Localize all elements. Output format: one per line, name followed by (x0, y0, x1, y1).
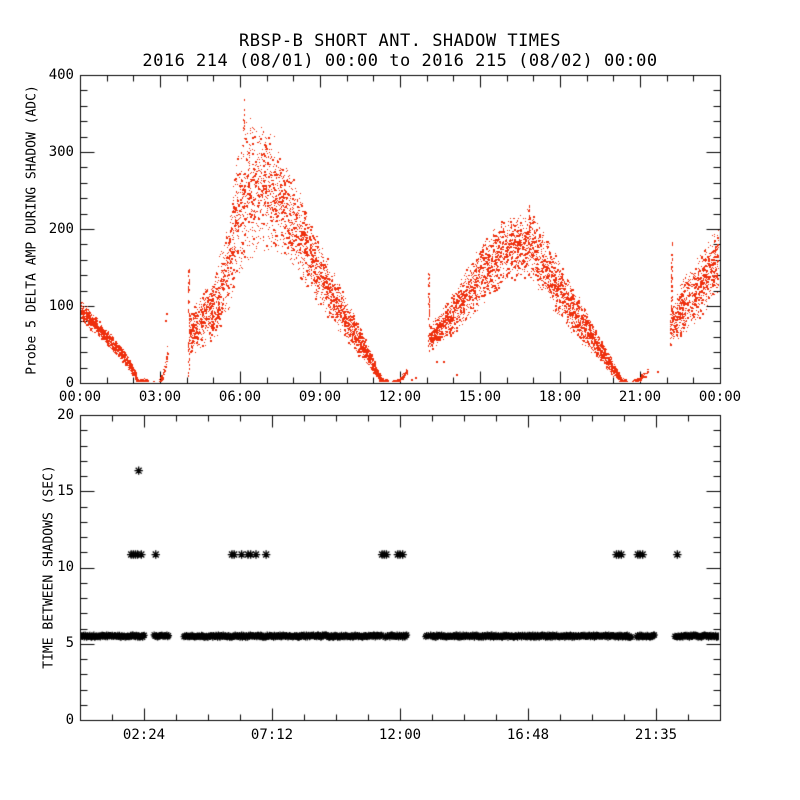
top-x-tick-0000b: 00:00 (698, 389, 742, 405)
top-y-tick-200: 200 (48, 221, 74, 237)
top-y-tick-300: 300 (48, 144, 74, 160)
bottom-y-tick-15: 15 (57, 483, 74, 499)
bottom-x-tick-1648: 16:48 (506, 727, 550, 743)
chart-title: RBSP-B SHORT ANT. SHADOW TIMES (238, 31, 562, 51)
top-x-tick-1500: 15:00 (458, 389, 502, 405)
bottom-x-tick-2135: 21:35 (634, 727, 678, 743)
bottom-y-tick-0: 0 (65, 712, 74, 728)
bottom-y-tick-5: 5 (65, 635, 74, 651)
top-x-tick-0300: 03:00 (138, 389, 182, 405)
bottom-y-tick-10: 10 (57, 559, 74, 575)
bottom-y-tick-20: 20 (57, 407, 74, 423)
top-x-tick-2100: 21:00 (618, 389, 662, 405)
top-x-tick-1200: 12:00 (378, 389, 422, 405)
bottom-x-tick-1200: 12:00 (378, 727, 422, 743)
bottom-x-tick-0712: 07:12 (250, 727, 294, 743)
chart-subtitle: 2016 214 (08/01) 00:00 to 2016 215 (08/0… (142, 51, 658, 71)
top-y-tick-100: 100 (48, 298, 74, 314)
bottom-x-tick-0224: 02:24 (122, 727, 166, 743)
top-y-tick-0: 0 (65, 375, 74, 391)
top-x-tick-0600: 06:00 (218, 389, 262, 405)
top-x-tick-0000a: 00:00 (58, 389, 102, 405)
top-y-tick-400: 400 (48, 67, 74, 83)
top-x-tick-0900: 09:00 (298, 389, 342, 405)
top-x-tick-1800: 18:00 (538, 389, 582, 405)
